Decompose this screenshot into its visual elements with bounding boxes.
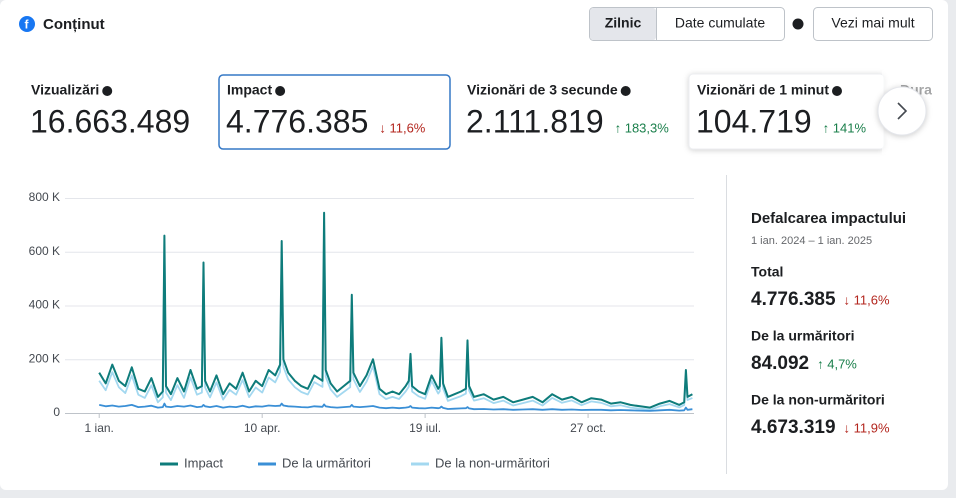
breakdown-panel: Defalcarea impactului 1 ian. 2024 – 1 ia…	[751, 210, 906, 438]
metrics: Vizualizări 16.663.489 Impact 4.776.385 ↓ 11…	[30, 82, 932, 140]
next-arrow	[897, 102, 908, 120]
metric-value: 104.719	[696, 103, 812, 139]
metric-label: Vizualizări	[31, 82, 99, 98]
breakdown-change: ↓ 11,6%	[844, 292, 890, 307]
info-icon	[275, 86, 286, 96]
metric-change: ↑ 141%	[823, 120, 867, 135]
facebook-icon-glyph: f	[25, 18, 30, 32]
legend-label: De la non-urmăritori	[435, 455, 550, 470]
breakdown-date-range: 1 ian. 2024 – 1 ian. 2025	[751, 235, 872, 247]
series-line	[98, 220, 693, 411]
y-tick-label: 400 K	[29, 298, 60, 312]
breakdown-label: De la non-urmăritori	[751, 392, 885, 408]
breakdown-value: 4.776.385	[751, 289, 836, 310]
x-tick-label: 27 oct.	[570, 421, 606, 435]
metric-label: Vizionări de 3 secunde	[467, 82, 618, 98]
toggle-active[interactable]	[590, 8, 656, 40]
y-tick-label: 0	[53, 405, 60, 419]
info-icon	[102, 86, 113, 96]
toggle-daily[interactable]: Zilnic	[605, 15, 642, 31]
metric-change: ↑ 183,3%	[615, 120, 670, 135]
x-tick-label: 1 ian.	[85, 421, 114, 435]
section-title: Conținut	[43, 16, 105, 33]
breakdown-change: ↓ 11,9%	[844, 420, 890, 435]
metric-value: 16.663.489	[30, 103, 190, 139]
metric-value: 2.111.819	[466, 103, 604, 139]
breakdown-value: 4.673.319	[751, 417, 836, 438]
facebook-icon	[19, 16, 35, 32]
series-line	[99, 402, 693, 412]
legend-label: De la urmăritori	[282, 455, 371, 470]
breakdown-label: Total	[751, 264, 783, 280]
info-icon	[832, 86, 842, 96]
y-tick-label: 600 K	[29, 244, 60, 258]
y-tick-label: 800 K	[29, 190, 60, 204]
breakdown-label: De la urmăritori	[751, 328, 854, 344]
breakdown-change: ↑ 4,7%	[817, 356, 857, 371]
next-button[interactable]	[877, 86, 927, 136]
breakdown-value: 84.092	[751, 353, 809, 374]
metric-value: 4.776.385	[226, 103, 368, 139]
x-tick-label: 10 apr.	[244, 421, 281, 435]
metric-change: ↓ 11,6%	[379, 120, 425, 135]
metric-label: Vizionări de 1 minut	[697, 82, 829, 98]
info-icon	[620, 86, 631, 96]
x-tick-label: 19 iul.	[409, 421, 441, 435]
toggle-cumulative[interactable]: Date cumulate	[675, 15, 765, 31]
line-chart: 0 200 K 400 K 600 K 800 K 1 ian. 10 apr. 19 iul…	[29, 190, 694, 470]
y-tick-label: 200 K	[29, 351, 60, 365]
info-icon[interactable]	[792, 18, 804, 30]
see-more-label[interactable]: Vezi mai mult	[831, 15, 914, 31]
see-more-button[interactable]	[813, 7, 933, 41]
series-line	[98, 211, 693, 409]
metric-label: Impact	[227, 82, 272, 98]
breakdown-title: Defalcarea impactului	[751, 210, 906, 227]
legend-label: Impact	[184, 455, 223, 470]
